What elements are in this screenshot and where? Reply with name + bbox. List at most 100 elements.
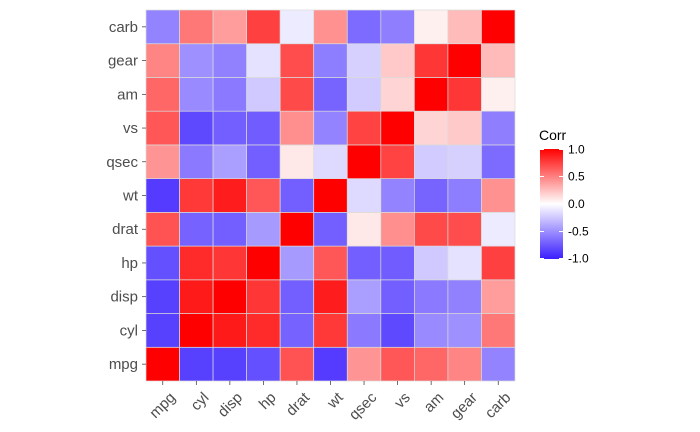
heatmap-cell-gear-disp: [212, 43, 247, 78]
heatmap-cell-cyl-hp: [246, 313, 281, 348]
legend: Corr 1.0 0.5 0.0 -0.5 -1.0: [539, 127, 589, 266]
heatmap-cell-carb-vs: [380, 9, 415, 45]
y-tick-label: vs: [123, 120, 138, 137]
heatmap-cell-cyl-wt: [313, 313, 348, 348]
heatmap-cell-am-am: [414, 77, 449, 112]
heatmap-cell-drat-carb: [481, 212, 516, 247]
x-tick-label: vs: [391, 389, 414, 412]
heatmap-cells: [145, 9, 516, 382]
heatmap-cell-hp-am: [414, 245, 449, 281]
heatmap-cell-qsec-mpg: [145, 144, 180, 179]
heatmap-cell-mpg-gear: [447, 346, 482, 382]
heatmap-cell-carb-qsec: [346, 9, 382, 45]
heatmap-cell-drat-mpg: [145, 212, 180, 247]
heatmap-cell-mpg-cyl: [179, 346, 214, 382]
y-tick-label: carb: [109, 19, 138, 36]
heatmap-cell-disp-hp: [246, 279, 281, 314]
heatmap-cell-vs-hp: [246, 110, 281, 146]
x-tick-label: qsec: [346, 389, 381, 424]
heatmap-cell-mpg-carb: [481, 346, 516, 382]
heatmap-cell-am-hp: [246, 77, 281, 112]
y-tick-label: drat: [112, 221, 139, 238]
heatmap-cell-gear-hp: [246, 43, 281, 78]
y-tick-label: disp: [110, 289, 138, 306]
heatmap-cell-mpg-disp: [212, 346, 247, 382]
heatmap-cell-carb-gear: [447, 9, 482, 45]
x-tick-label: drat: [283, 389, 314, 420]
heatmap-cell-vs-disp: [212, 110, 247, 146]
heatmap-cell-qsec-wt: [313, 144, 348, 179]
heatmap-cell-hp-carb: [481, 245, 516, 281]
heatmap-cell-vs-qsec: [346, 110, 382, 146]
heatmap-cell-wt-qsec: [346, 178, 382, 213]
y-tick-label: wt: [122, 188, 139, 205]
x-tick-label: gear: [448, 389, 481, 422]
heatmap-cell-disp-vs: [380, 279, 415, 314]
heatmap-cell-hp-hp: [246, 245, 281, 281]
heatmap-cell-cyl-mpg: [145, 313, 180, 348]
heatmap-cell-drat-am: [414, 212, 449, 247]
heatmap-cell-cyl-am: [414, 313, 449, 348]
heatmap-cell-qsec-cyl: [179, 144, 214, 179]
heatmap-cell-disp-cyl: [179, 279, 214, 314]
heatmap-cell-disp-am: [414, 279, 449, 314]
heatmap-cell-carb-am: [414, 9, 449, 45]
heatmap-cell-vs-am: [414, 110, 449, 146]
heatmap-cell-wt-drat: [279, 178, 315, 213]
heatmap-cell-mpg-drat: [279, 346, 315, 382]
heatmap-cell-hp-drat: [279, 245, 315, 281]
heatmap-cell-wt-wt: [313, 178, 348, 213]
heatmap-cell-am-qsec: [346, 77, 382, 112]
heatmap-cell-wt-disp: [212, 178, 247, 213]
heatmap-cell-carb-mpg: [145, 9, 180, 45]
heatmap-cell-gear-drat: [279, 43, 315, 78]
x-tick-label: carb: [482, 389, 515, 422]
heatmap-cell-vs-drat: [279, 110, 315, 146]
heatmap-cell-am-drat: [279, 77, 315, 112]
legend-tick-label: 0.5: [568, 170, 585, 184]
heatmap-cell-qsec-disp: [212, 144, 247, 179]
heatmap-cell-drat-disp: [212, 212, 247, 247]
y-tick-label: mpg: [109, 356, 138, 373]
heatmap-cell-wt-am: [414, 178, 449, 213]
heatmap-cell-qsec-hp: [246, 144, 281, 179]
heatmap-cell-qsec-vs: [380, 144, 415, 179]
x-tick-label: hp: [256, 389, 280, 413]
heatmap-cell-carb-hp: [246, 9, 281, 45]
heatmap-cell-qsec-am: [414, 144, 449, 179]
legend-ticks: 1.0 0.5 0.0 -0.5 -1.0: [540, 143, 589, 266]
heatmap-cell-am-cyl: [179, 77, 214, 112]
heatmap-cell-am-vs: [380, 77, 415, 112]
legend-colorbar: [540, 149, 563, 259]
y-tick-label: cyl: [120, 322, 138, 339]
y-tick-label: am: [117, 86, 138, 103]
heatmap-cell-disp-wt: [313, 279, 348, 314]
heatmap-cell-hp-wt: [313, 245, 348, 281]
y-axis: mpg cyl disp hp drat wt qsec vs am gear carb: [106, 19, 146, 373]
heatmap-cell-cyl-qsec: [346, 313, 382, 348]
legend-tick-label: 1.0: [568, 143, 585, 157]
heatmap-cell-gear-am: [414, 43, 449, 78]
heatmap-cell-disp-qsec: [346, 279, 382, 314]
heatmap-cell-vs-mpg: [145, 110, 180, 146]
heatmap-cell-am-wt: [313, 77, 348, 112]
heatmap-cell-wt-gear: [447, 178, 482, 213]
heatmap-cell-cyl-vs: [380, 313, 415, 348]
heatmap-cell-mpg-vs: [380, 346, 415, 382]
heatmap-cell-qsec-carb: [481, 144, 516, 179]
heatmap-cell-wt-cyl: [179, 178, 214, 213]
heatmap-cell-drat-wt: [313, 212, 348, 247]
heatmap-cell-carb-disp: [212, 9, 247, 45]
y-tick-label: gear: [108, 53, 138, 70]
legend-title: Corr: [539, 127, 567, 143]
heatmap-cell-carb-wt: [313, 9, 348, 45]
heatmap-cell-drat-vs: [380, 212, 415, 247]
heatmap-cell-drat-hp: [246, 212, 281, 247]
heatmap-cell-cyl-carb: [481, 313, 516, 348]
heatmap-cell-cyl-gear: [447, 313, 482, 348]
heatmap-cell-drat-cyl: [179, 212, 214, 247]
x-tick-label: wt: [323, 389, 347, 413]
y-tick-label: qsec: [106, 154, 138, 171]
heatmap-cell-disp-mpg: [145, 279, 180, 314]
